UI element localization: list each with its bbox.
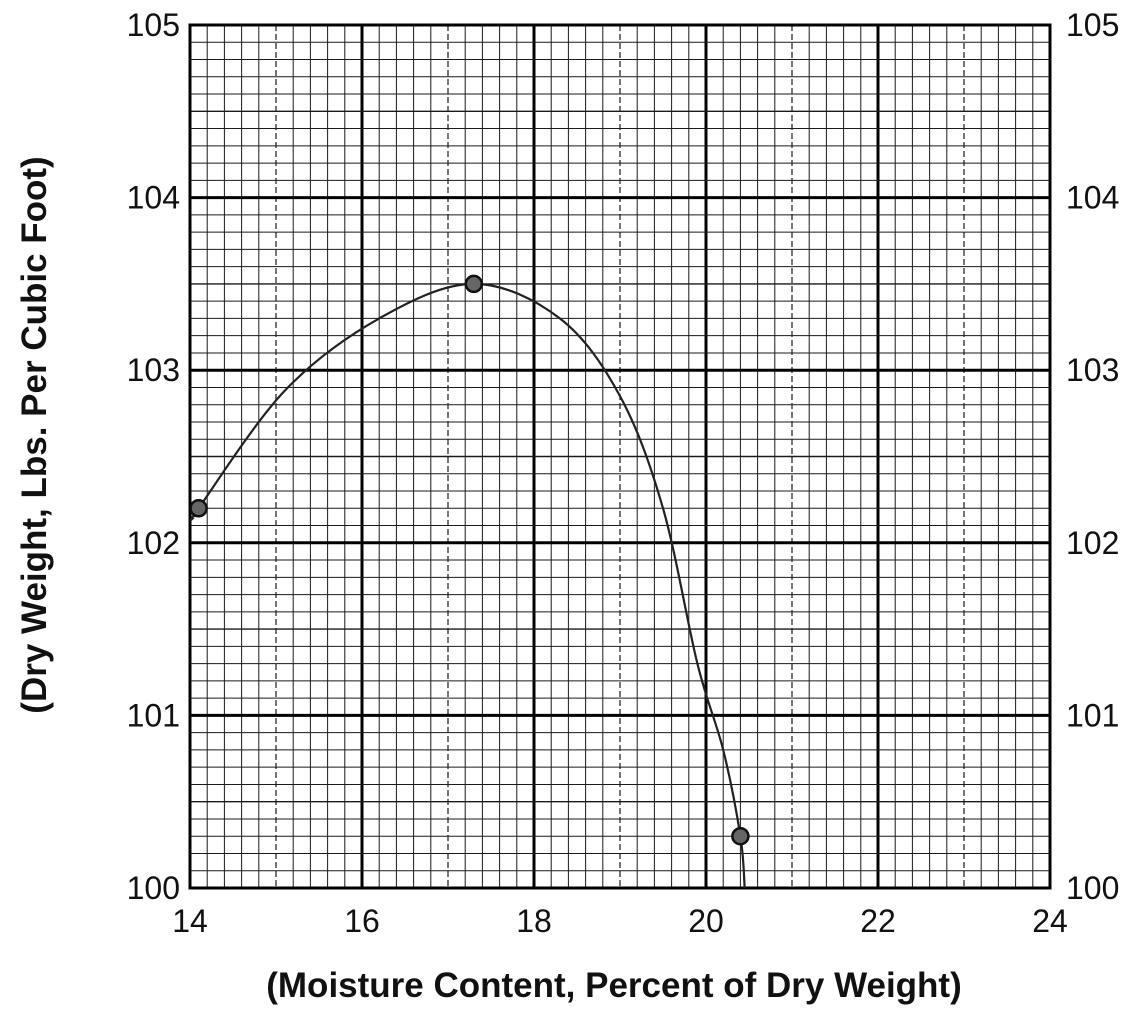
y-axis-title: (Dry Weight, Lbs. Per Cubic Foot) <box>15 156 54 713</box>
data-points <box>189 274 750 846</box>
y-tick-label-left: 102 <box>127 525 180 561</box>
curve-layer <box>189 282 746 889</box>
y-tick-label-right: 103 <box>1066 352 1119 388</box>
x-axis-title: (Moisture Content, Percent of Dry Weight… <box>266 966 962 1005</box>
x-tick-label: 14 <box>172 903 208 939</box>
y-tick-label-right: 100 <box>1066 870 1119 906</box>
y-tick-label-left: 100 <box>127 870 180 906</box>
x-tick-label: 16 <box>344 903 380 939</box>
y-tick-label-right: 104 <box>1066 180 1119 216</box>
x-tick-label: 18 <box>516 903 552 939</box>
plot-border <box>188 23 1052 890</box>
compaction-curve <box>189 282 746 889</box>
data-point <box>189 499 208 518</box>
data-point <box>731 826 750 846</box>
data-point <box>464 274 484 294</box>
y-tick-label-left: 104 <box>127 180 180 216</box>
x-tick-label: 24 <box>1032 903 1068 939</box>
y-tick-label-left: 103 <box>127 352 180 388</box>
x-tick-label: 22 <box>860 903 896 939</box>
x-tick-label: 20 <box>688 903 724 939</box>
y-tick-label-left: 105 <box>127 7 180 43</box>
y-tick-label-left: 101 <box>127 697 180 733</box>
y-tick-label-right: 105 <box>1066 7 1119 43</box>
grid <box>188 23 1052 890</box>
y-tick-label-right: 101 <box>1066 697 1119 733</box>
y-tick-label-right: 102 <box>1066 525 1119 561</box>
